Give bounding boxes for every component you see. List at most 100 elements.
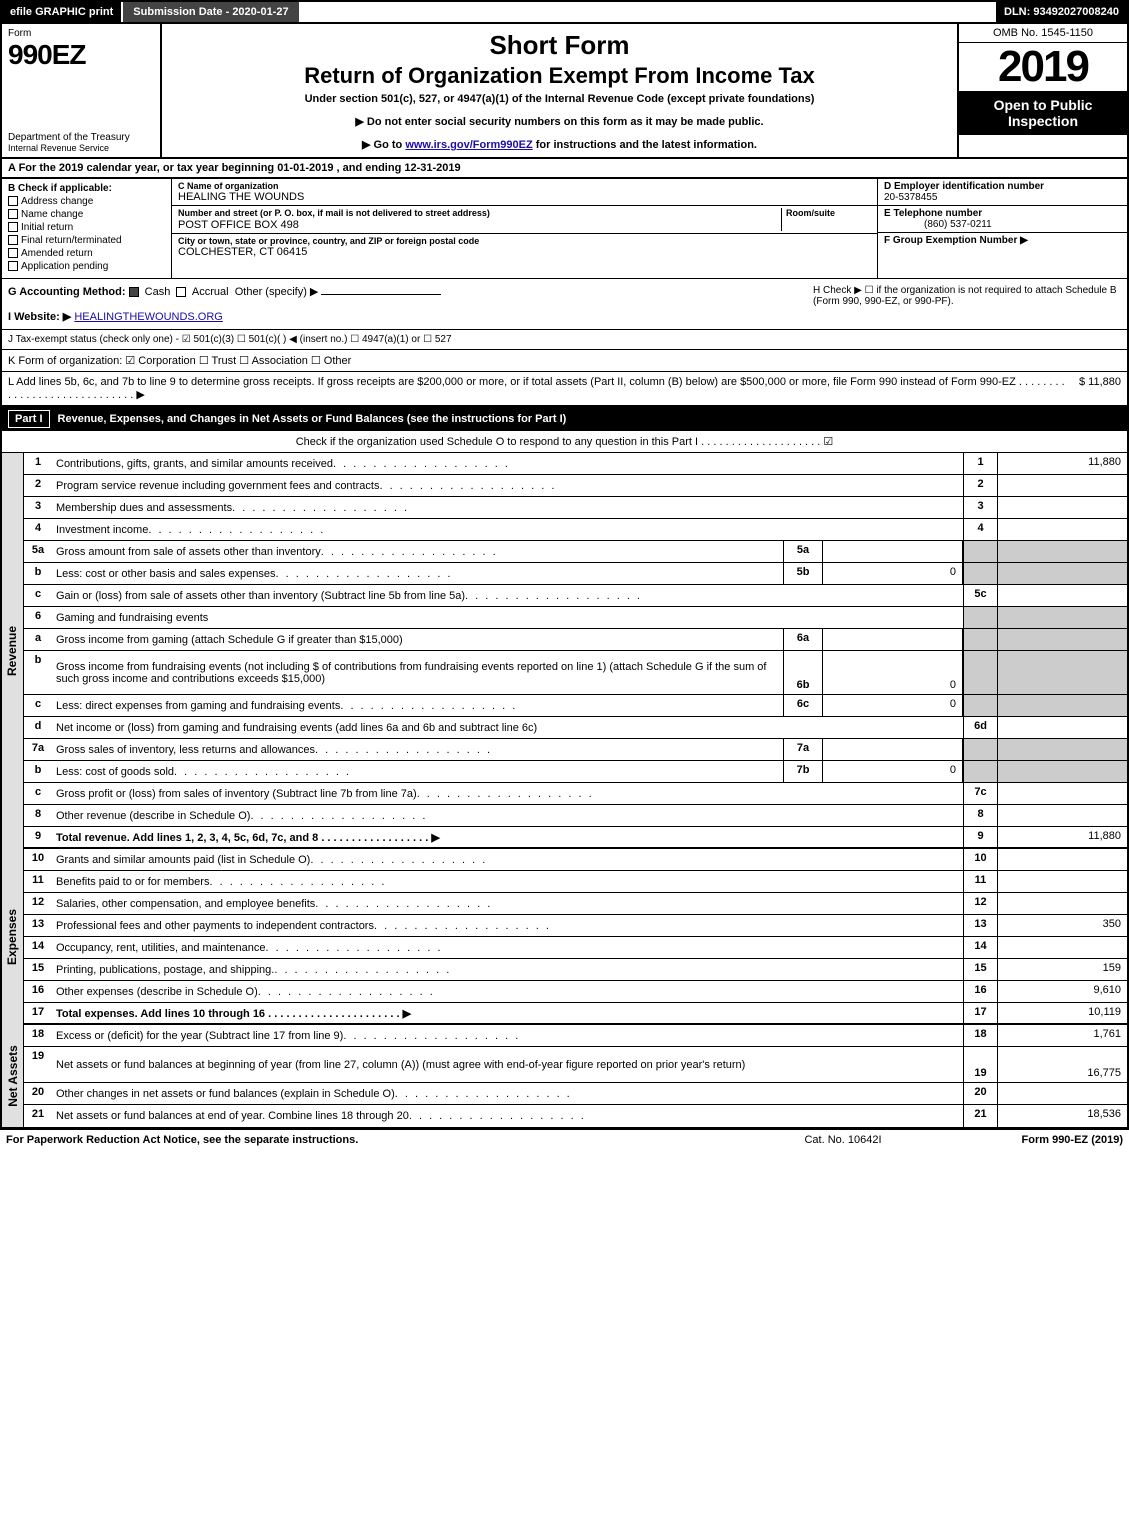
line-col-val [997, 717, 1127, 738]
shaded-cell [963, 651, 997, 694]
line-col-val [997, 805, 1127, 826]
line-num: 2 [24, 475, 52, 496]
goto-line: ▶ Go to www.irs.gov/Form990EZ for instru… [168, 138, 951, 151]
line-col-num: 18 [963, 1025, 997, 1046]
chk-final-return[interactable]: Final return/terminated [8, 235, 165, 246]
chk-amended-return[interactable]: Amended return [8, 248, 165, 259]
irs-link[interactable]: www.irs.gov/Form990EZ [405, 139, 532, 151]
inner-box-val [823, 739, 963, 760]
header-right: OMB No. 1545-1150 2019 Open to Public In… [957, 24, 1127, 157]
chk-application-pending[interactable]: Application pending [8, 261, 165, 272]
part-1-check-line: Check if the organization used Schedule … [0, 431, 1129, 453]
line-desc: Contributions, gifts, grants, and simila… [52, 453, 963, 474]
shaded-cell [963, 761, 997, 782]
shaded-cell [963, 607, 997, 628]
street-label: Number and street (or P. O. box, if mail… [178, 208, 490, 218]
chk-initial-return[interactable]: Initial return [8, 222, 165, 233]
efile-print-button[interactable]: efile GRAPHIC print [2, 2, 123, 22]
line-desc-bold: Total expenses. Add lines 10 through 16 … [56, 1007, 411, 1020]
revenue-lines: 1 Contributions, gifts, grants, and simi… [24, 453, 1127, 849]
header-left: Form 990EZ Department of the Treasury In… [2, 24, 162, 157]
line-1: 1 Contributions, gifts, grants, and simi… [24, 453, 1127, 475]
city-value: COLCHESTER, CT 06415 [178, 246, 307, 258]
org-name-value: HEALING THE WOUNDS [178, 191, 304, 203]
line-num: 17 [24, 1003, 52, 1023]
net-assets-section: Net Assets 18 Excess or (deficit) for th… [0, 1025, 1129, 1129]
row-g: G Accounting Method: Cash Accrual Other … [2, 279, 807, 329]
line-col-num: 15 [963, 959, 997, 980]
line-21: 21 Net assets or fund balances at end of… [24, 1105, 1127, 1127]
line-col-val [997, 475, 1127, 496]
checkbox-icon [176, 287, 186, 297]
line-col-val [997, 849, 1127, 870]
chk-label: Application pending [21, 261, 108, 272]
website-link[interactable]: HEALINGTHEWOUNDS.ORG [74, 311, 223, 323]
line-11: 11 Benefits paid to or for members 11 [24, 871, 1127, 893]
line-6a: a Gross income from gaming (attach Sched… [24, 629, 1127, 651]
shaded-cell [997, 541, 1127, 562]
submission-date-label: Submission Date - 2020-01-27 [133, 6, 288, 18]
line-col-num: 4 [963, 519, 997, 540]
shaded-cell [963, 541, 997, 562]
line-col-val [997, 585, 1127, 606]
checkbox-checked-icon [129, 287, 139, 297]
chk-address-change[interactable]: Address change [8, 196, 165, 207]
checkbox-icon [8, 248, 18, 258]
chk-label: Final return/terminated [21, 235, 122, 246]
line-desc: Gross profit or (loss) from sales of inv… [52, 783, 963, 804]
omb-number: OMB No. 1545-1150 [959, 24, 1127, 43]
line-col-val: 350 [997, 915, 1127, 936]
submission-date-button[interactable]: Submission Date - 2020-01-27 [123, 2, 298, 22]
no-ssn-text: ▶ Do not enter social security numbers o… [168, 115, 951, 128]
header-center: Short Form Return of Organization Exempt… [162, 24, 957, 157]
line-17-total-expenses: 17 Total expenses. Add lines 10 through … [24, 1003, 1127, 1025]
line-num: d [24, 717, 52, 738]
line-desc: Net income or (loss) from gaming and fun… [52, 717, 963, 738]
line-num: b [24, 761, 52, 782]
line-num: b [24, 563, 52, 584]
part-1-header: Part I Revenue, Expenses, and Changes in… [0, 407, 1129, 431]
part-1-num: Part I [8, 410, 50, 428]
section-d: D Employer identification number 20-5378… [878, 179, 1127, 206]
line-desc: Gross income from gaming (attach Schedul… [52, 629, 783, 650]
line-desc: Total expenses. Add lines 10 through 16 … [52, 1003, 963, 1023]
form-header: Form 990EZ Department of the Treasury In… [0, 24, 1129, 159]
line-col-num: 17 [963, 1003, 997, 1023]
page-footer: For Paperwork Reduction Act Notice, see … [0, 1129, 1129, 1150]
line-desc: Gross sales of inventory, less returns a… [52, 739, 783, 760]
dln-box: DLN: 93492027008240 [996, 2, 1127, 22]
row-a-tax-year: A For the 2019 calendar year, or tax yea… [0, 159, 1129, 179]
line-col-num: 21 [963, 1105, 997, 1127]
line-num: 4 [24, 519, 52, 540]
line-col-val [997, 519, 1127, 540]
line-col-num: 8 [963, 805, 997, 826]
website-label: I Website: ▶ [8, 311, 71, 323]
dln-label: DLN: 93492027008240 [1004, 6, 1119, 18]
line-desc: Gross amount from sale of assets other t… [52, 541, 783, 562]
section-b-title: B Check if applicable: [8, 183, 165, 194]
row-l-text: L Add lines 5b, 6c, and 7b to line 9 to … [8, 376, 1069, 401]
row-j-tax-exempt: J Tax-exempt status (check only one) - ☑… [0, 330, 1129, 350]
shaded-cell [963, 629, 997, 650]
other-specify-input[interactable] [321, 294, 441, 295]
line-7b: b Less: cost of goods sold 7b 0 [24, 761, 1127, 783]
line-6d: d Net income or (loss) from gaming and f… [24, 717, 1127, 739]
street-row: Number and street (or P. O. box, if mail… [172, 206, 877, 234]
line-desc: Program service revenue including govern… [52, 475, 963, 496]
line-desc: Gaming and fundraising events [52, 607, 963, 628]
line-num: 8 [24, 805, 52, 826]
line-18: 18 Excess or (deficit) for the year (Sub… [24, 1025, 1127, 1047]
shaded-cell [997, 607, 1127, 628]
room-suite-label: Room/suite [786, 208, 835, 218]
checkbox-icon [8, 196, 18, 206]
line-num: 13 [24, 915, 52, 936]
revenue-label-text: Revenue [6, 626, 20, 676]
line-num: 20 [24, 1083, 52, 1104]
inner-box-num: 6a [783, 629, 823, 650]
part-1-title: Revenue, Expenses, and Changes in Net As… [58, 413, 1121, 425]
line-6b: b Gross income from fundraising events (… [24, 651, 1127, 695]
chk-name-change[interactable]: Name change [8, 209, 165, 220]
line-5c: c Gain or (loss) from sale of assets oth… [24, 585, 1127, 607]
shaded-cell [963, 563, 997, 584]
line-col-val: 11,880 [997, 453, 1127, 474]
